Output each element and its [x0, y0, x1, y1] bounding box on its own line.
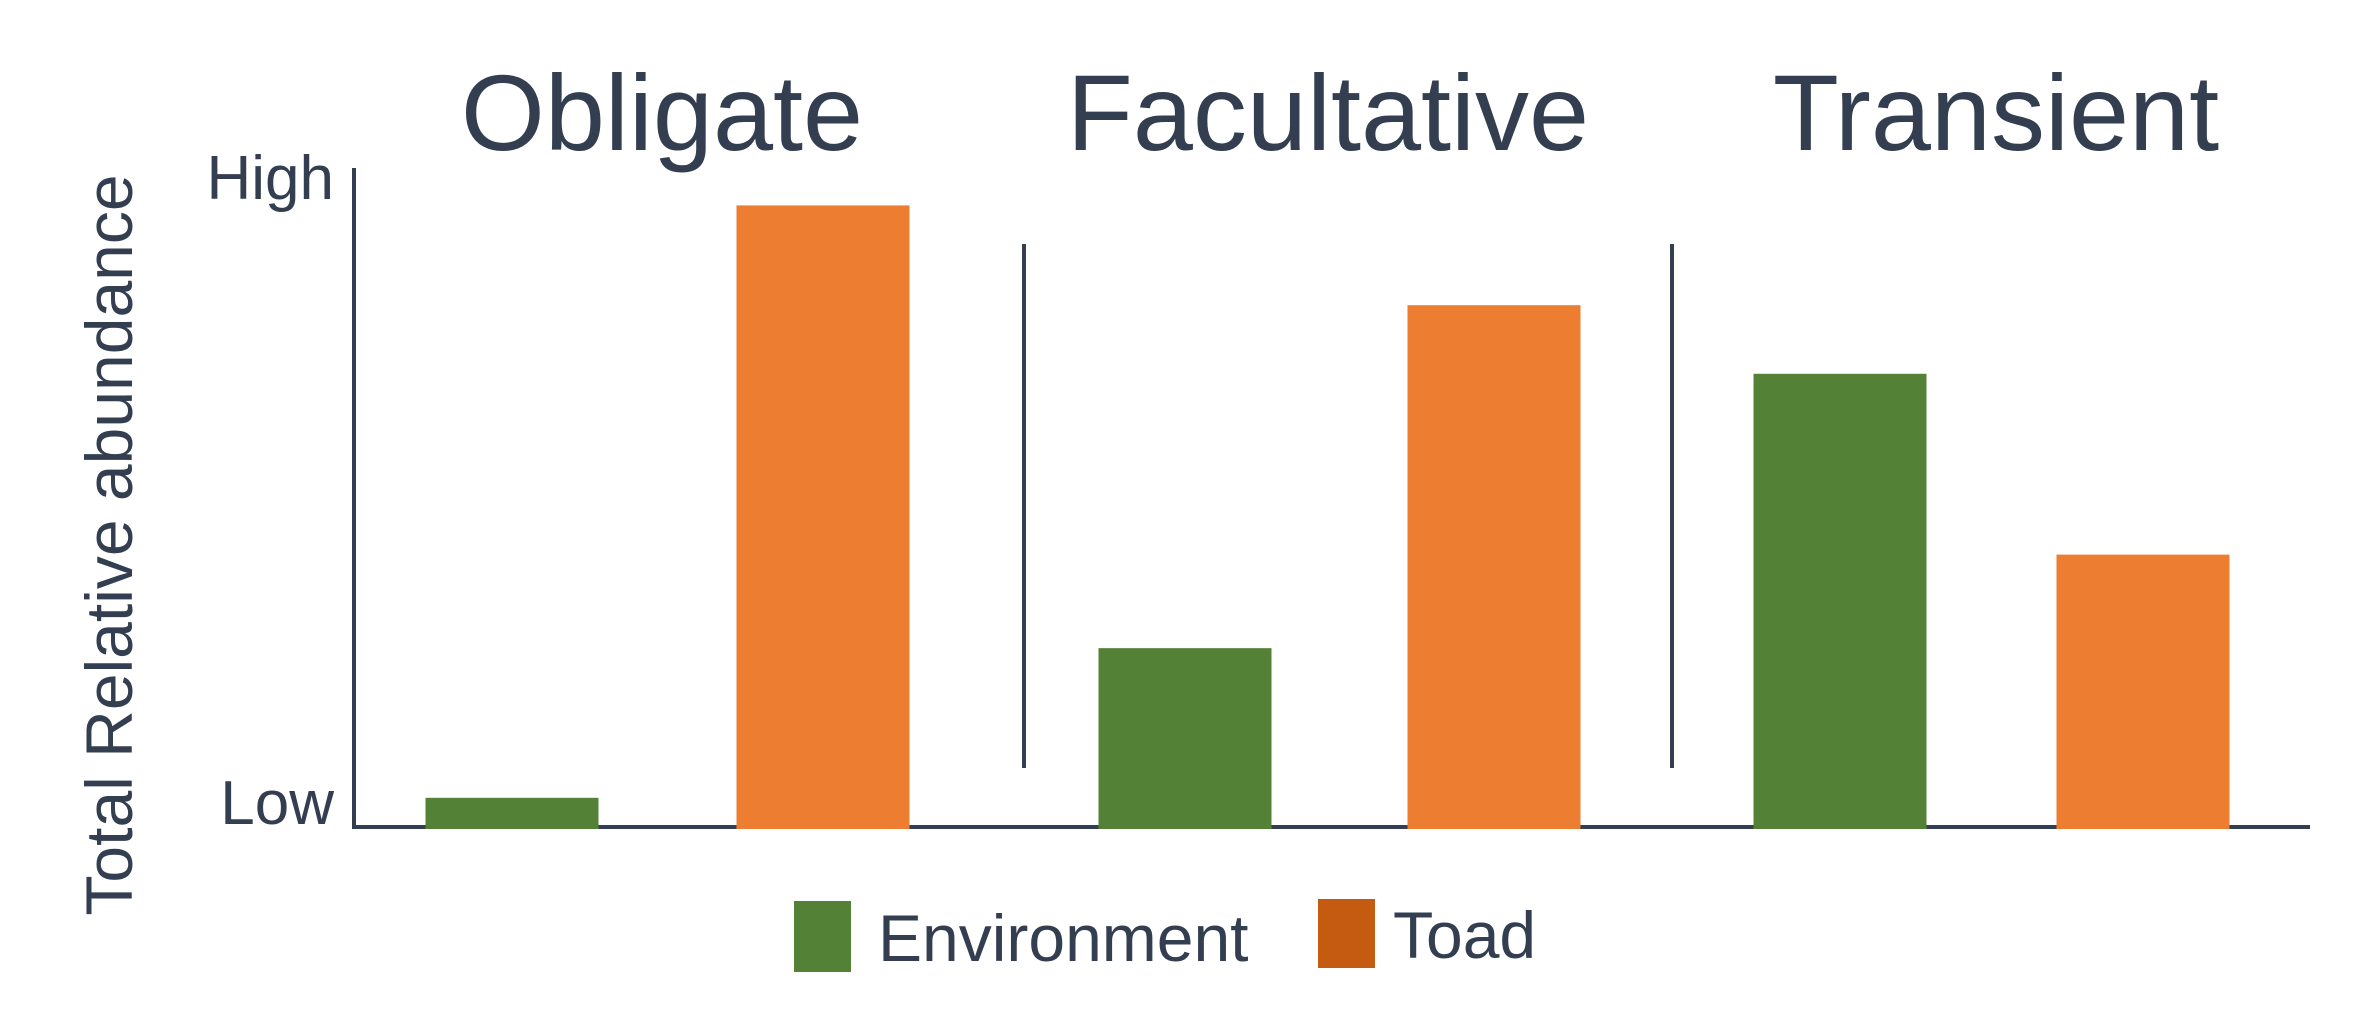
y-axis-title: Total Relative abundance: [72, 174, 146, 915]
group-title-transient: Transient: [1773, 52, 2219, 173]
group-title-obligate: Obligate: [461, 52, 863, 173]
bar-obligate-toad: [736, 205, 910, 829]
y-tick-high: High: [206, 144, 334, 213]
legend-label-toad: Toad: [1393, 898, 1536, 972]
bar-transient-toad: [2056, 554, 2230, 829]
bar-obligate-environment: [425, 797, 599, 829]
legend-label-environment: Environment: [878, 901, 1249, 975]
bars-layer: [425, 205, 2230, 829]
bar-facultative-environment: [1098, 648, 1272, 829]
bar-transient-environment: [1753, 373, 1927, 829]
y-tick-low: Low: [220, 769, 334, 838]
legend-swatch-toad: [1318, 899, 1375, 968]
bar-facultative-toad: [1407, 305, 1581, 829]
legend-swatch-environment: [794, 901, 851, 972]
group-title-facultative: Facultative: [1067, 52, 1589, 173]
